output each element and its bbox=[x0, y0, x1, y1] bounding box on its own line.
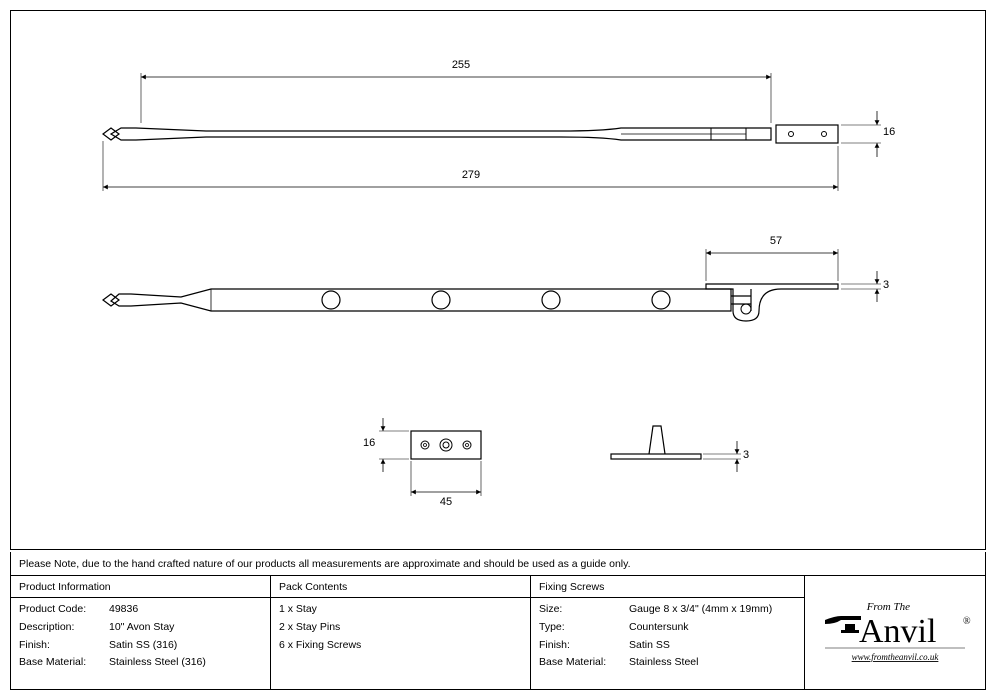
svg-text:®: ® bbox=[963, 616, 971, 627]
dim-3a: 3 bbox=[883, 279, 889, 291]
dim-279: 279 bbox=[451, 169, 491, 181]
pi-label-2: Finish: bbox=[19, 638, 109, 654]
fs-label-0: Size: bbox=[539, 602, 629, 618]
screws-header: Fixing Screws bbox=[531, 576, 804, 598]
pack-contents-col: Pack Contents 1 x Stay 2 x Stay Pins 6 x… bbox=[271, 576, 531, 689]
dim-57: 57 bbox=[761, 235, 791, 247]
dim-16a: 16 bbox=[883, 126, 895, 138]
pc-val-2: 6 x Fixing Screws bbox=[279, 638, 361, 654]
pi-val-2: Satin SS (316) bbox=[109, 638, 177, 654]
pin-plate-top bbox=[379, 418, 481, 496]
anvil-logo: From The Anvil ® www.fromtheanvil.co.uk bbox=[815, 588, 975, 678]
fs-val-1: Countersunk bbox=[629, 620, 689, 636]
side-view bbox=[103, 249, 881, 321]
fs-val-2: Satin SS bbox=[629, 638, 670, 654]
pi-val-1: 10" Avon Stay bbox=[109, 620, 174, 636]
logo-main-text: Anvil bbox=[859, 613, 936, 650]
dim-255: 255 bbox=[441, 59, 481, 71]
fs-label-2: Finish: bbox=[539, 638, 629, 654]
fixing-screws-col: Fixing Screws Size:Gauge 8 x 3/4" (4mm x… bbox=[531, 576, 805, 689]
pack-header: Pack Contents bbox=[271, 576, 530, 598]
fs-val-0: Gauge 8 x 3/4" (4mm x 19mm) bbox=[629, 602, 772, 618]
dim-16b: 16 bbox=[363, 437, 375, 449]
pi-label-1: Description: bbox=[19, 620, 109, 636]
fs-val-3: Stainless Steel bbox=[629, 655, 698, 671]
product-info-col: Product Information Product Code:49836 D… bbox=[11, 576, 271, 689]
dim-45: 45 bbox=[436, 496, 456, 508]
note-text: Please Note, due to the hand crafted nat… bbox=[19, 558, 631, 570]
pi-val-0: 49836 bbox=[109, 602, 138, 618]
fs-label-3: Base Material: bbox=[539, 655, 629, 671]
pin-side bbox=[611, 426, 741, 472]
info-table: Product Information Product Code:49836 D… bbox=[10, 576, 986, 690]
drawing-area: 255 279 16 57 3 16 45 3 bbox=[10, 10, 986, 550]
logo-col: From The Anvil ® www.fromtheanvil.co.uk bbox=[805, 576, 985, 689]
technical-drawing bbox=[11, 11, 987, 551]
pi-label-3: Base Material: bbox=[19, 655, 109, 671]
logo-small-text: From The bbox=[866, 601, 910, 613]
pi-label-0: Product Code: bbox=[19, 602, 109, 618]
pc-val-0: 1 x Stay bbox=[279, 602, 317, 618]
logo-url: www.fromtheanvil.co.uk bbox=[852, 652, 940, 662]
product-header: Product Information bbox=[11, 576, 270, 598]
dim-3b: 3 bbox=[743, 449, 749, 461]
top-view bbox=[103, 73, 881, 191]
note-row: Please Note, due to the hand crafted nat… bbox=[10, 552, 986, 576]
pi-val-3: Stainless Steel (316) bbox=[109, 655, 206, 671]
fs-label-1: Type: bbox=[539, 620, 629, 636]
pc-val-1: 2 x Stay Pins bbox=[279, 620, 340, 636]
